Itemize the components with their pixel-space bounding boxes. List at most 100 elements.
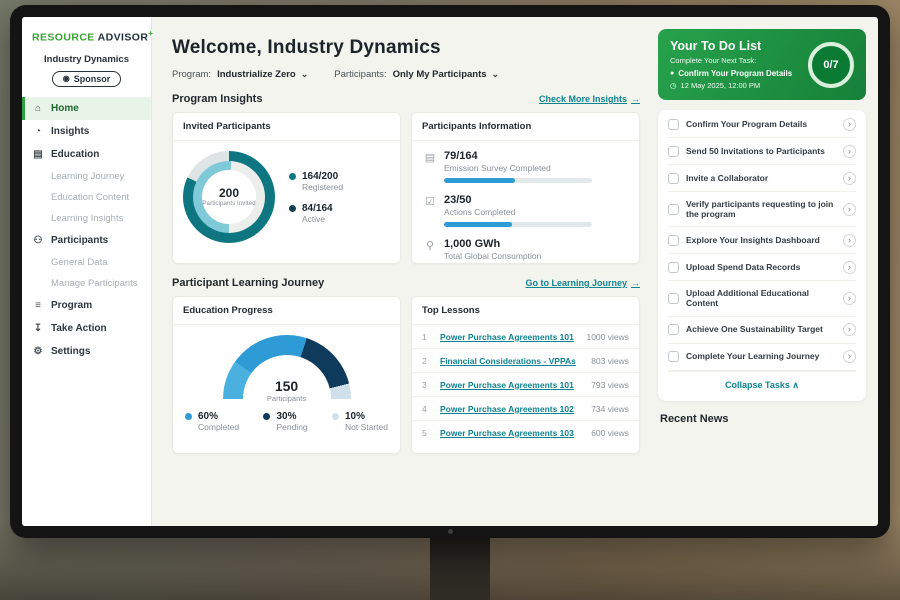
- chevron-down-icon: ⌄: [300, 69, 309, 79]
- sidebar-item-participants[interactable]: ⚇ Participants: [22, 229, 151, 252]
- task-label: Upload Additional Educational Content: [686, 287, 809, 309]
- gauge-center-label: Participants: [266, 394, 307, 403]
- education-progress-gauge-chart: 150 Participants: [222, 335, 351, 403]
- task-checkbox[interactable]: [668, 172, 679, 184]
- check-more-insights-link[interactable]: Check More Insights →: [539, 94, 640, 104]
- dashboard-screen: RESOURCE ADVISOR+ Industry Dynamics ◉ Sp…: [22, 17, 878, 526]
- sidebar-item-education[interactable]: ▤ Education: [22, 143, 151, 166]
- chevron-right-icon[interactable]: ›: [843, 202, 856, 216]
- chevron-right-icon[interactable]: ›: [843, 291, 856, 305]
- invited-participants-donut-chart: 200 Participants Invited: [183, 151, 275, 243]
- task-checkbox[interactable]: [668, 234, 679, 246]
- sidebar-item-home[interactable]: ⌂ Home: [22, 96, 151, 120]
- card-title: Top Lessons: [412, 297, 639, 325]
- stat-label: Total Global Consumption: [444, 251, 542, 261]
- program-filter-label: Program:: [172, 69, 212, 80]
- lesson-link[interactable]: Power Purchase Agreements 101: [440, 331, 574, 342]
- task-row-complete-learning-journey[interactable]: Complete Your Learning Journey ›: [668, 344, 856, 371]
- sidebar-item-take-action[interactable]: ↧ Take Action: [22, 317, 151, 340]
- chevron-right-icon[interactable]: ›: [843, 260, 856, 274]
- sidebar-item-learning-insights[interactable]: Learning Insights: [22, 208, 151, 229]
- chevron-right-icon[interactable]: ›: [843, 117, 856, 131]
- sidebar-item-label: Participants: [51, 234, 109, 246]
- actions-icon: ☑: [425, 196, 435, 208]
- legend-dot: [185, 413, 192, 420]
- todo-subtitle: Complete Your Next Task:: [670, 56, 757, 65]
- chevron-right-icon[interactable]: ›: [843, 171, 856, 185]
- lesson-link[interactable]: Financial Considerations - VPPAs: [440, 355, 576, 366]
- task-row-send-invitations[interactable]: Send 50 Invitations to Participants ›: [668, 138, 856, 165]
- program-filter-select[interactable]: Industrialize Zero ⌄: [217, 69, 308, 80]
- task-row-upload-educational-content[interactable]: Upload Additional Educational Content ›: [668, 281, 856, 317]
- chevron-right-icon[interactable]: ›: [843, 350, 856, 363]
- gauge-arc: [222, 335, 351, 399]
- sidebar-item-settings[interactable]: ⚙ Settings: [22, 340, 151, 363]
- task-checkbox[interactable]: [668, 261, 679, 273]
- monitor: RESOURCE ADVISOR+ Industry Dynamics ◉ Sp…: [10, 5, 890, 538]
- lesson-row: 4 Power Purchase Agreements 102 734 view…: [412, 397, 639, 421]
- emission-survey-progress-bar: [444, 178, 592, 183]
- logo-plus: +: [148, 29, 154, 38]
- chevron-down-icon: ⌄: [491, 69, 500, 79]
- sidebar-item-label: Take Action: [51, 322, 107, 334]
- participants-icon: ⚇: [33, 234, 43, 246]
- task-label: Achieve One Sustainability Target: [686, 324, 823, 335]
- task-row-upload-spend-data[interactable]: Upload Spend Data Records ›: [668, 254, 856, 282]
- stat-label: Emission Survey Completed: [444, 163, 551, 173]
- lesson-link[interactable]: Power Purchase Agreements 103: [440, 427, 574, 438]
- task-checkbox[interactable]: [668, 145, 679, 157]
- top-lessons-card: Top Lessons 1 Power Purchase Agreements …: [411, 296, 640, 454]
- task-row-achieve-target[interactable]: Achieve One Sustainability Target ›: [668, 317, 856, 344]
- learning-journey-heading: Participant Learning Journey: [172, 277, 325, 289]
- app-logo: RESOURCE ADVISOR+: [22, 29, 154, 44]
- todo-next-task-label: Confirm Your Program Details: [678, 69, 793, 78]
- sidebar-item-label: Education Content: [51, 191, 130, 203]
- lesson-row: 2 Financial Considerations - VPPAs 803 v…: [412, 349, 639, 373]
- sponsor-badge[interactable]: ◉ Sponsor: [51, 70, 122, 87]
- task-label: Explore Your Insights Dashboard: [686, 234, 820, 245]
- lesson-link[interactable]: Power Purchase Agreements 101: [440, 379, 574, 390]
- sidebar-item-label: Education: [51, 148, 100, 160]
- invited-participants-card: Invited Participants 200 Participants In…: [172, 112, 401, 264]
- lesson-link[interactable]: Power Purchase Agreements 102: [440, 403, 574, 414]
- program-filter-value: Industrialize Zero: [217, 69, 296, 80]
- lesson-row: 5 Power Purchase Agreements 103 600 view…: [412, 421, 639, 444]
- task-checkbox[interactable]: [668, 203, 679, 215]
- consumption-icon: ⚲: [425, 240, 435, 252]
- task-checkbox[interactable]: [668, 292, 679, 304]
- collapse-tasks-link[interactable]: Collapse Tasks ∧: [668, 370, 856, 400]
- sidebar-item-label: Program: [51, 299, 93, 311]
- sidebar-item-label: Home: [51, 102, 79, 114]
- link-label: Check More Insights: [538, 94, 627, 104]
- task-dot-icon: ●: [670, 70, 675, 77]
- chevron-right-icon[interactable]: ›: [843, 323, 856, 336]
- todo-title: Your To Do List: [670, 39, 762, 53]
- task-row-invite-collaborator[interactable]: Invite a Collaborator ›: [668, 165, 856, 192]
- sidebar-item-general-data[interactable]: General Data: [22, 252, 151, 273]
- sidebar-item-learning-journey[interactable]: Learning Journey: [22, 166, 151, 187]
- task-checkbox[interactable]: [668, 118, 679, 130]
- task-label: Upload Spend Data Records: [686, 261, 801, 272]
- task-checkbox[interactable]: [668, 351, 679, 362]
- todo-due-date: ◷ 12 May 2025, 12:00 PM: [670, 81, 792, 90]
- sidebar-item-program[interactable]: ≡ Program: [22, 294, 151, 317]
- program-icon: ≡: [35, 299, 41, 311]
- task-checkbox[interactable]: [668, 324, 679, 335]
- go-to-learning-journey-link[interactable]: Go to Learning Journey →: [525, 278, 640, 288]
- legend-dot: [332, 413, 339, 420]
- task-row-verify-participants[interactable]: Verify participants requesting to join t…: [668, 192, 856, 228]
- gauge-legend: 60% Completed 30% Pending: [173, 399, 400, 453]
- task-row-confirm-program[interactable]: Confirm Your Program Details ›: [668, 111, 856, 138]
- sidebar-item-label: Settings: [51, 345, 91, 357]
- sidebar-item-insights[interactable]: ◔ Insights: [22, 120, 151, 143]
- sidebar-item-manage-participants[interactable]: Manage Participants: [22, 273, 151, 294]
- arrow-right-icon: →: [631, 94, 640, 104]
- chevron-right-icon[interactable]: ›: [843, 144, 856, 158]
- participants-filter-select[interactable]: Only My Participants ⌄: [393, 69, 500, 80]
- task-row-explore-insights[interactable]: Explore Your Insights Dashboard ›: [668, 227, 856, 255]
- card-title: Invited Participants: [173, 113, 400, 141]
- legend-item-completed: 60% Completed: [185, 411, 239, 432]
- sidebar-item-education-content[interactable]: Education Content: [22, 187, 151, 208]
- sidebar-item-label: General Data: [51, 256, 108, 268]
- chevron-right-icon[interactable]: ›: [843, 233, 856, 247]
